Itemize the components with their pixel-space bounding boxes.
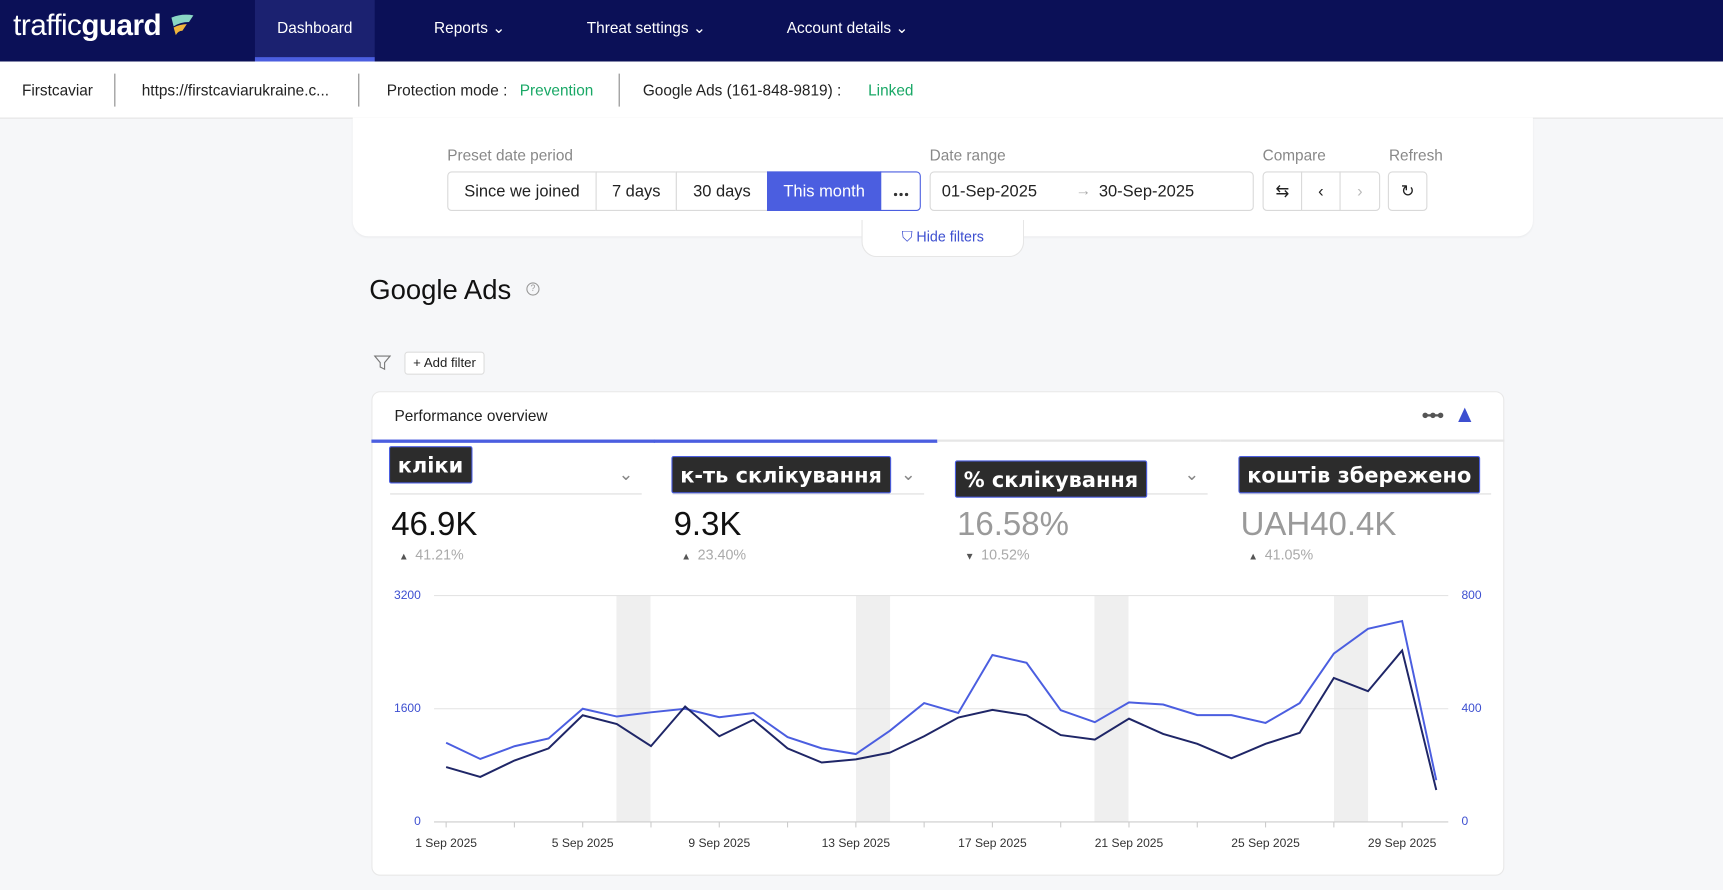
metric-tooltip: к-ть склікування [671,456,891,494]
date-range[interactable] [929,171,1254,211]
metric-value: 9.3K [673,506,742,543]
x-tick-label: 13 Sep 2025 [822,836,891,850]
change-text: 41.21% [415,546,464,563]
metric-chevron: ⌄ [1184,465,1200,485]
y-tick-label: 0 [414,814,421,828]
protection-label: Protection mode : [386,81,508,99]
metric-value: 16.58% [957,506,1069,543]
nav-item[interactable]: Dashboard [254,0,375,62]
separator [618,73,620,107]
separator [114,73,116,107]
nav-item[interactable]: Account details ⌄ [786,18,909,37]
metric-value: UAH40.4K [1240,506,1397,543]
metric-chevron: ⌄ [901,465,916,485]
logo[interactable]: trafficguard [13,9,195,43]
preset-button[interactable]: 7 days [595,171,677,211]
change-text: 41.05% [1264,546,1314,563]
top-nav: trafficguard Dashboard Reports ⌄ Threat … [0,0,1723,62]
y2-tick-label: 0 [1461,814,1468,828]
date-to: 30-Sep-2025 [1098,182,1195,202]
add-filter[interactable]: + Add filter [404,351,485,375]
x-tick-label: 25 Sep 2025 [1231,836,1300,850]
help-icon[interactable]: ? [526,282,540,296]
nav-item[interactable]: Threat settings ⌄ [586,18,706,37]
more-button[interactable] [880,171,921,211]
y2-tick-label: 800 [1461,588,1481,602]
change-text: 23.40% [697,546,747,563]
compare-prev[interactable]: ‹ [1301,171,1341,211]
metric-chevron: ⌄ [618,465,634,485]
metric-underline [1239,493,1492,495]
url[interactable]: https://firstcaviarukraine.c... [141,81,330,99]
x-tick-label: 5 Sep 2025 [552,836,614,850]
nav-label: Threat settings [586,18,689,37]
panel-controls[interactable] [1422,407,1475,425]
metric-tooltip: кліки [388,446,473,484]
compare-label: Compare [1262,146,1326,164]
change-text: 10.52% [981,546,1030,563]
compare-button[interactable]: ⇆ [1262,171,1303,211]
nav-label: Reports [434,18,488,37]
panel-title: Performance overview [394,406,548,425]
refresh-label: Refresh [1388,146,1443,164]
metric-tab-bar [937,439,1221,442]
compare-next[interactable]: › [1339,171,1381,211]
y2-tick-label: 400 [1461,701,1481,715]
nav-label: Account details [786,18,892,37]
x-tick-label: 17 Sep 2025 [958,836,1027,850]
date-arrow: → [1075,181,1092,199]
metric-value: 46.9K [391,506,478,543]
more-icon [893,192,908,197]
logo-text: traffic [13,8,82,42]
preset-button[interactable]: 30 days [675,171,769,211]
metric-change: ▲ 23.40% [681,546,746,562]
logo-text-bold: guard [81,8,162,42]
metric-tab-bar [1220,439,1505,442]
logo-icon [170,14,193,36]
ads-label: Google Ads (161-848-9819) : [642,81,842,99]
metric-underline [390,493,642,495]
section-title: Google Ads [369,274,512,306]
filter-icon[interactable] [373,354,392,372]
metric-tooltip: % склікування [954,460,1148,498]
preset-label: Preset date period [447,146,573,164]
metric-change: ▲ 41.21% [399,546,464,562]
metric-change: ▼ 10.52% [965,546,1030,562]
trend-icon: ▲ [681,550,692,562]
hide-filters[interactable]: ⛉ Hide filters [861,219,1025,258]
metric-tooltip: коштів збережено [1238,456,1481,494]
trend-icon: ▲ [1248,550,1259,562]
account[interactable]: Firstcaviar [21,81,93,99]
series-line [445,648,1438,791]
preset-button[interactable]: Since we joined [447,171,597,211]
date-range-label: Date range [929,146,1006,164]
add-filter-label: Add filter [423,354,476,371]
refresh-button[interactable]: ↻ [1387,171,1428,211]
metric-underline [672,493,925,495]
metric-change: ▲ 41.05% [1248,546,1313,562]
preset-button[interactable]: This month [766,171,882,211]
x-tick-label: 21 Sep 2025 [1095,836,1164,850]
y-tick-label: 1600 [394,701,421,715]
y-tick-label: 3200 [394,588,421,602]
ads-value: Linked [868,81,914,99]
hide-filters-label: Hide filters [916,228,984,246]
sub-bar: Firstcaviar https://firstcaviarukraine.c… [0,61,1723,119]
x-tick-label: 1 Sep 2025 [415,836,477,850]
series-line [445,619,1438,781]
metric-tab-bar [371,439,655,443]
date-from: 01-Sep-2025 [941,182,1038,202]
trend-icon: ▲ [398,550,409,562]
x-tick-label: 9 Sep 2025 [688,836,750,850]
separator [358,73,360,107]
x-tick-label: 29 Sep 2025 [1368,836,1437,850]
protection-value: Prevention [519,81,594,99]
trend-icon: ▼ [964,550,975,562]
nav-item[interactable]: Reports ⌄ [434,18,506,37]
metric-tab-bar [653,439,938,443]
